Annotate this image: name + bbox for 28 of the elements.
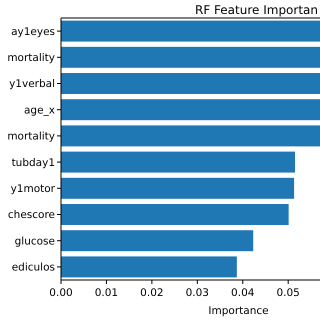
bar	[61, 204, 289, 225]
y-tick-label: ediculos	[12, 262, 55, 274]
y-tick-label: mortality	[7, 130, 55, 143]
bar	[61, 46, 320, 68]
y-tick-label: ay1eyes	[11, 26, 55, 38]
x-tick-label: 0.04	[231, 287, 255, 299]
x-axis-title: Importance	[208, 305, 269, 317]
bar	[61, 178, 294, 199]
y-tick-label: glucose	[14, 235, 55, 248]
x-tick-label: 0.03	[186, 287, 210, 299]
bar	[61, 230, 254, 252]
x-tick-label: 0.02	[140, 287, 164, 299]
bar	[61, 20, 320, 42]
x-tick-label: 0.05	[276, 287, 300, 299]
x-tick-label: 0.01	[94, 287, 118, 299]
y-tick-label: y1motor	[10, 182, 56, 195]
y-tick-label: mortality	[7, 52, 55, 64]
y-tick-label: tubday1	[12, 156, 55, 169]
x-tick-label: 0.00	[49, 287, 73, 299]
y-tick-label: chescore	[8, 209, 55, 222]
bar	[61, 152, 296, 173]
y-tick-label: y1verbal	[9, 78, 55, 90]
bar	[61, 256, 237, 278]
chart-title: RF Feature Importan	[195, 3, 318, 17]
bar	[61, 125, 320, 146]
y-tick-label: age_x	[24, 104, 55, 116]
bar	[61, 99, 320, 120]
bar	[61, 73, 320, 94]
